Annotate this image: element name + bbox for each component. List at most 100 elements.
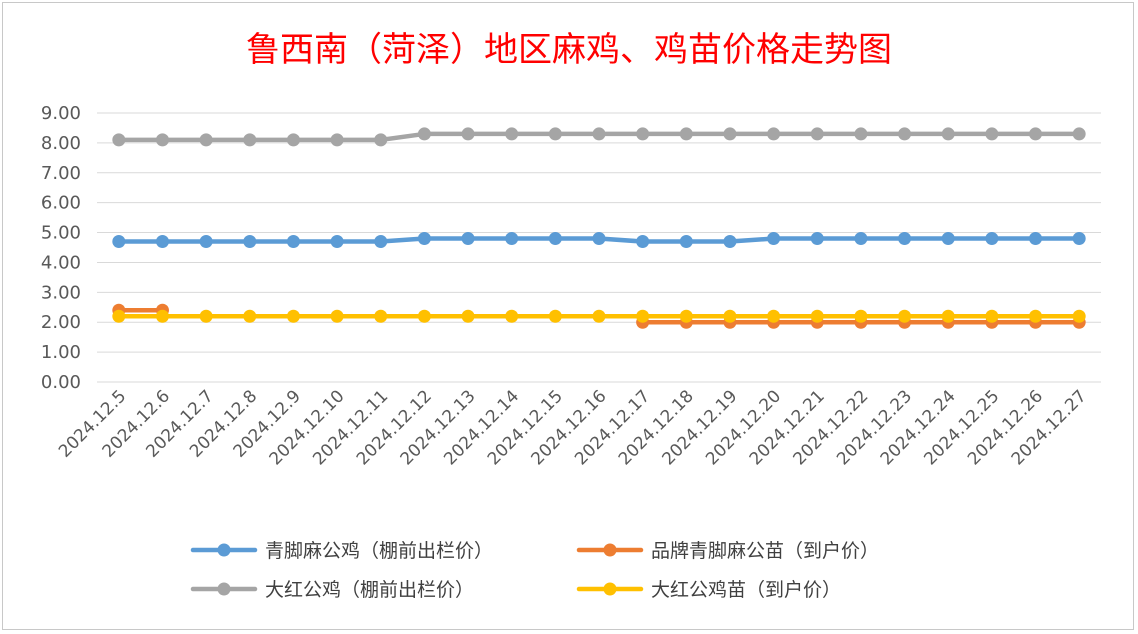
legend: 青脚麻公鸡（棚前出栏价） 品牌青脚麻公苗（到户价） 大红公鸡（棚前出栏价） 大红公鸡苗… [190,540,879,601]
legend-entry-0: 青脚麻公鸡（棚前出栏价） [190,540,493,562]
data-point [941,232,955,246]
series-layer [112,127,1086,329]
data-point [461,232,475,246]
data-point [767,127,781,141]
data-point [723,127,737,141]
data-point [1029,309,1043,323]
data-point [767,232,781,246]
y-tick-label-9.00: 9.00 [41,103,81,124]
legend-label: 大红公鸡苗（到户价） [651,579,841,601]
series-0 [112,232,1086,249]
data-point [592,309,606,323]
data-point [199,133,213,147]
data-point [112,133,126,147]
legend-swatch-marker [217,582,231,596]
data-point [1029,232,1043,246]
legend-swatch-marker [603,543,617,557]
data-point [505,232,519,246]
legend-label: 品牌青脚麻公苗（到户价） [651,540,879,562]
data-point [985,127,999,141]
data-point [505,127,519,141]
y-tick-label-2.00: 2.00 [41,312,81,333]
data-point [199,235,213,249]
y-tick-label-4.00: 4.00 [41,252,81,273]
data-point [548,127,562,141]
data-point [330,235,344,249]
data-point [898,232,912,246]
chart-svg: 鲁西南（菏泽）地区麻鸡、鸡苗价格走势图 0.00 1.00 2.00 3.00 4.00… [41,30,1101,601]
data-point [548,309,562,323]
data-point [155,309,169,323]
data-point [810,309,824,323]
data-point [286,235,300,249]
data-point [155,235,169,249]
data-point [592,127,606,141]
data-point [723,309,737,323]
data-point [679,309,693,323]
legend-entry-1: 品牌青脚麻公苗（到户价） [576,540,879,562]
y-tick-label-5.00: 5.00 [41,223,81,244]
data-point [854,309,868,323]
data-point [461,127,475,141]
data-point [330,309,344,323]
data-point [374,309,388,323]
data-point [810,127,824,141]
data-point [1029,127,1043,141]
legend-entry-3: 大红公鸡苗（到户价） [576,579,841,601]
data-point [679,235,693,249]
x-axis-ticks: 2024.12.52024.12.62024.12.72024.12.82024… [55,386,1091,469]
data-point [374,133,388,147]
data-point [1072,232,1086,246]
y-tick-label-8.00: 8.00 [41,133,81,154]
data-point [417,309,431,323]
data-point [679,127,693,141]
data-point [286,309,300,323]
y-tick-label-1.00: 1.00 [41,342,81,363]
data-point [636,309,650,323]
data-point [985,232,999,246]
y-tick-label-6.00: 6.00 [41,193,81,214]
legend-label: 大红公鸡（棚前出栏价） [265,579,474,601]
legend-swatch-marker [603,582,617,596]
data-point [243,133,257,147]
data-point [155,133,169,147]
data-point [636,235,650,249]
data-point [767,309,781,323]
y-axis-ticks: 0.00 1.00 2.00 3.00 4.00 5.00 6.00 7.00 8.00 9.00 [41,103,81,393]
chart-title: 鲁西南（菏泽）地区麻鸡、鸡苗价格走势图 [246,30,892,70]
data-point [330,133,344,147]
data-point [199,309,213,323]
data-point [941,127,955,141]
data-point [592,232,606,246]
data-point [636,127,650,141]
data-point [898,127,912,141]
data-point [941,309,955,323]
data-point [898,309,912,323]
data-point [723,235,737,249]
data-point [985,309,999,323]
data-point [461,309,475,323]
data-point [1072,309,1086,323]
legend-entry-2: 大红公鸡（棚前出栏价） [190,579,474,601]
data-point [243,235,257,249]
y-tick-label-3.00: 3.00 [41,282,81,303]
data-point [417,127,431,141]
data-point [417,232,431,246]
data-point [112,235,126,249]
series-3 [112,309,1086,323]
data-point [854,232,868,246]
data-point [505,309,519,323]
y-tick-label-7.00: 7.00 [41,163,81,184]
data-point [1072,127,1086,141]
data-point [548,232,562,246]
data-point [374,235,388,249]
legend-label: 青脚麻公鸡（棚前出栏价） [265,540,493,562]
data-point [286,133,300,147]
data-point [810,232,824,246]
data-point [112,309,126,323]
legend-swatch-marker [217,543,231,557]
y-tick-label-0.00: 0.00 [41,372,81,393]
series-2 [112,127,1086,147]
data-point [243,309,257,323]
